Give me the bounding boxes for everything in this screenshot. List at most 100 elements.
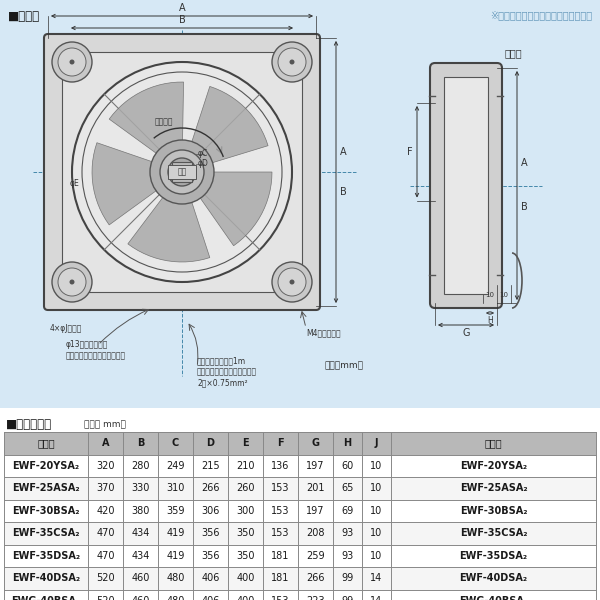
Text: 310: 310 — [166, 483, 185, 493]
Text: A: A — [179, 3, 185, 13]
Text: 銀板: 銀板 — [178, 167, 187, 176]
Text: EWF-40DSA₂: EWF-40DSA₂ — [460, 573, 527, 583]
Text: φ13ノックアウト: φ13ノックアウト — [66, 340, 109, 349]
Text: 10: 10 — [499, 292, 509, 298]
Text: 回転方向: 回転方向 — [155, 118, 173, 127]
Circle shape — [290, 59, 295, 64]
Text: ■外形図: ■外形図 — [8, 10, 40, 23]
Circle shape — [58, 48, 86, 76]
Text: 434: 434 — [131, 528, 149, 538]
Text: 60: 60 — [341, 461, 353, 471]
Text: 350: 350 — [236, 528, 255, 538]
Text: EWF-35DSA₂: EWF-35DSA₂ — [460, 551, 527, 561]
Circle shape — [272, 262, 312, 302]
Text: （単位mm）: （単位mm） — [325, 361, 364, 370]
Text: 249: 249 — [166, 461, 185, 471]
Bar — [0, 408, 600, 600]
Text: B: B — [179, 15, 185, 25]
Circle shape — [52, 42, 92, 82]
Text: 197: 197 — [306, 506, 325, 516]
Circle shape — [168, 158, 196, 186]
Text: J: J — [375, 438, 378, 448]
Polygon shape — [196, 172, 272, 246]
Text: 460: 460 — [131, 573, 149, 583]
Bar — [168, 165, 196, 179]
Text: 14: 14 — [370, 573, 383, 583]
Circle shape — [278, 48, 306, 76]
Bar — [4, 499, 596, 522]
Circle shape — [272, 42, 312, 82]
Text: φE: φE — [70, 179, 80, 188]
Text: F: F — [277, 438, 284, 448]
Text: 14: 14 — [370, 596, 383, 600]
Text: 69: 69 — [341, 506, 353, 516]
Circle shape — [70, 280, 74, 284]
Text: 306: 306 — [202, 506, 220, 516]
Text: B: B — [521, 202, 528, 212]
Text: 10: 10 — [370, 506, 383, 516]
Bar — [62, 52, 302, 292]
Text: 風方向: 風方向 — [505, 48, 523, 58]
Text: F: F — [407, 147, 413, 157]
Text: 260: 260 — [236, 483, 255, 493]
Bar — [4, 545, 596, 567]
Text: 197: 197 — [306, 461, 325, 471]
Circle shape — [58, 268, 86, 296]
Text: 320: 320 — [96, 461, 115, 471]
Text: 4×φJ取付稴: 4×φJ取付稴 — [50, 324, 82, 333]
Text: 460: 460 — [131, 596, 149, 600]
Text: ※外観は機種により多少異なります。: ※外観は機種により多少異なります。 — [490, 10, 592, 20]
Text: 480: 480 — [166, 573, 185, 583]
Bar — [4, 522, 596, 545]
Text: 406: 406 — [202, 573, 220, 583]
Text: EWF-20YSA₂: EWF-20YSA₂ — [13, 461, 80, 471]
Text: 181: 181 — [271, 573, 290, 583]
Bar — [4, 477, 596, 499]
Text: 10: 10 — [370, 461, 383, 471]
Text: φD: φD — [198, 160, 209, 169]
Text: 2芯×0.75mm²: 2芯×0.75mm² — [197, 378, 248, 387]
Text: 223: 223 — [306, 596, 325, 600]
Text: 380: 380 — [131, 506, 149, 516]
Text: EWF-35CSA₂: EWF-35CSA₂ — [12, 528, 80, 538]
Text: D: D — [206, 438, 215, 448]
Circle shape — [70, 59, 74, 64]
Text: 65: 65 — [341, 483, 353, 493]
Text: G: G — [311, 438, 320, 448]
Bar — [0, 0, 600, 408]
Text: 434: 434 — [131, 551, 149, 561]
Text: 215: 215 — [201, 461, 220, 471]
Circle shape — [72, 62, 292, 282]
Text: 400: 400 — [236, 573, 254, 583]
Text: 電動シャッターコード取出用: 電動シャッターコード取出用 — [66, 351, 126, 360]
Text: EWF-30BSA₂: EWF-30BSA₂ — [12, 506, 80, 516]
Text: 480: 480 — [166, 596, 185, 600]
Text: G: G — [462, 328, 470, 338]
Bar — [444, 77, 488, 294]
Circle shape — [150, 140, 214, 204]
FancyBboxPatch shape — [44, 34, 320, 310]
Text: 330: 330 — [131, 483, 149, 493]
Text: 259: 259 — [306, 551, 325, 561]
Text: 210: 210 — [236, 461, 255, 471]
Text: 153: 153 — [271, 506, 290, 516]
Text: EWF-35CSA₂: EWF-35CSA₂ — [460, 528, 527, 538]
Polygon shape — [190, 86, 268, 164]
Text: 419: 419 — [166, 551, 185, 561]
FancyBboxPatch shape — [430, 63, 502, 308]
Text: M4アースねじ: M4アースねじ — [306, 328, 341, 337]
Text: ビニルキャブタイヤケーブル: ビニルキャブタイヤケーブル — [197, 367, 257, 376]
Text: 370: 370 — [96, 483, 115, 493]
Text: EWF-40DSA₂: EWF-40DSA₂ — [12, 573, 80, 583]
Text: A: A — [521, 158, 527, 169]
Text: 136: 136 — [271, 461, 290, 471]
Text: 300: 300 — [236, 506, 254, 516]
Polygon shape — [128, 192, 210, 262]
Text: C: C — [172, 438, 179, 448]
Text: φC: φC — [198, 149, 208, 158]
Text: EWF-20YSA₂: EWF-20YSA₂ — [460, 461, 527, 471]
Text: 10: 10 — [485, 292, 494, 298]
Text: 153: 153 — [271, 483, 290, 493]
Text: H: H — [487, 316, 493, 325]
Text: EWF-30BSA₂: EWF-30BSA₂ — [460, 506, 527, 516]
